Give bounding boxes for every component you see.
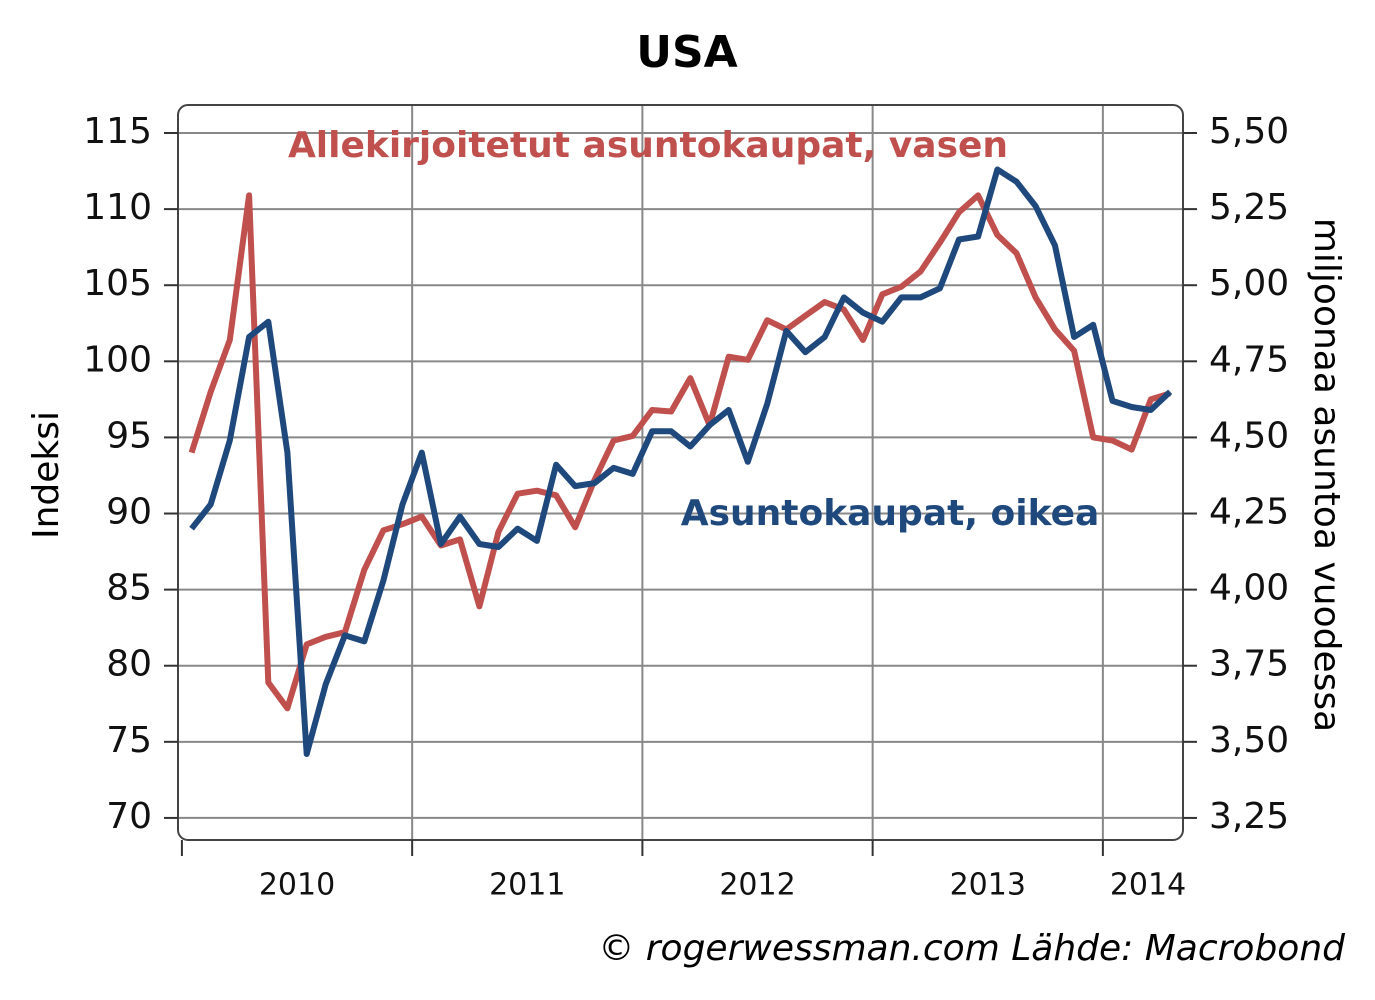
y-tick-label: 80	[106, 644, 152, 685]
chart-title: USA	[636, 27, 737, 78]
series-line	[188, 192, 1172, 712]
series-line	[189, 166, 1173, 757]
y2-axis-label: miljoonaa asuntoa vuodessa	[1306, 218, 1347, 732]
annotation: Allekirjoitetut asuntokaupat, vasen	[288, 125, 1008, 166]
y2-tick-label: 3,75	[1209, 644, 1289, 685]
y-tick-label: 115	[83, 111, 152, 152]
y2-tick-label: 4,50	[1209, 415, 1289, 456]
plot-frame	[177, 104, 1184, 841]
y2-tick-label: 5,25	[1209, 187, 1289, 228]
x-tick-label: 2011	[489, 868, 565, 903]
y-tick-label: 75	[106, 720, 152, 761]
y-tick-label: 70	[106, 796, 152, 837]
grid	[178, 105, 1183, 840]
y2-tick-label: 3,25	[1209, 796, 1289, 837]
y2-tick-label: 5,00	[1209, 263, 1289, 304]
y2-tick-label: 5,50	[1209, 111, 1289, 152]
y-axis-label: Indeksi	[26, 411, 67, 539]
y-tick-label: 85	[106, 568, 152, 609]
x-tick-label: 2013	[950, 868, 1026, 903]
y-tick-label: 105	[83, 263, 152, 304]
x-tick-label: 2012	[719, 868, 795, 903]
y2-tick-label: 4,00	[1209, 568, 1289, 609]
y2-tick-label: 4,25	[1209, 492, 1289, 533]
y-tick-label: 100	[83, 339, 152, 380]
source-note: © rogerwessman.com Lähde: Macrobond	[598, 928, 1346, 969]
y2-tick-label: 3,50	[1209, 720, 1289, 761]
y2-tick-label: 4,75	[1209, 339, 1289, 380]
x-tick-label: 2010	[259, 868, 335, 903]
plot	[188, 166, 1173, 757]
y-tick-label: 90	[106, 492, 152, 533]
y-tick-label: 110	[83, 187, 152, 228]
y-tick-label: 95	[106, 415, 152, 456]
x-tick-label: 2014	[1110, 868, 1186, 903]
annotation: Asuntokaupat, oikea	[681, 493, 1100, 534]
